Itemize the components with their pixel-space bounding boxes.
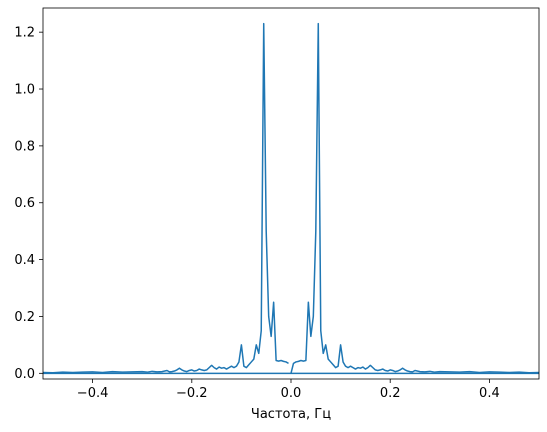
x-tick-label: 0.2	[380, 386, 401, 401]
y-tick-label: 0.4	[14, 253, 35, 268]
x-tick-label: −0.2	[176, 386, 208, 401]
plot-lines	[42, 22, 540, 375]
x-tick-label: −0.4	[77, 386, 109, 401]
y-tick-label: 1.2	[14, 26, 35, 41]
y-axis-ticks: 0.0 0.2 0.4 0.6 0.8 1.0 1.2	[14, 26, 43, 382]
series-line-2	[42, 22, 289, 374]
y-tick-label: 0.8	[14, 139, 35, 154]
x-axis-ticks: −0.4 −0.2 0.0 0.2 0.4	[77, 379, 500, 401]
series-line-1	[290, 22, 540, 374]
x-tick-label: 0.4	[479, 386, 500, 401]
x-axis-label: Частота, Гц	[251, 407, 331, 422]
y-tick-label: 0.2	[14, 310, 35, 325]
y-tick-label: 0.0	[14, 367, 35, 382]
y-tick-label: 1.0	[14, 83, 35, 98]
x-tick-label: 0.0	[281, 386, 302, 401]
y-tick-label: 0.6	[14, 196, 35, 211]
plot-frame	[42, 7, 540, 380]
